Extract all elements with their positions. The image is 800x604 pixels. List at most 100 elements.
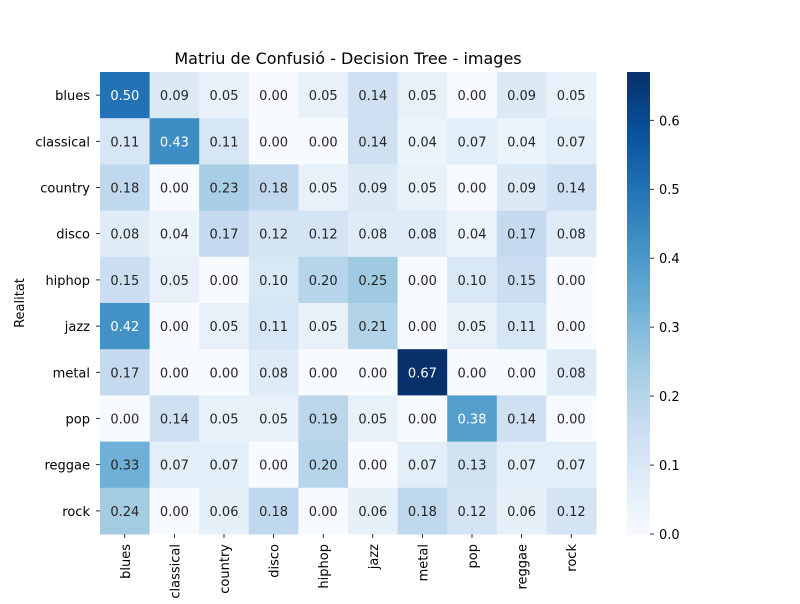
- heatmap-cell: [348, 395, 399, 443]
- colorbar-segment: [627, 303, 650, 308]
- colorbar-segment: [627, 480, 650, 485]
- cell-value-label: 0.10: [259, 274, 288, 289]
- colorbar-segment: [627, 410, 650, 416]
- heatmap-cell: [199, 303, 250, 350]
- colorbar-segment: [627, 518, 650, 524]
- heatmap-cell: [199, 487, 250, 535]
- cell-value-label: 0.05: [408, 182, 437, 197]
- colorbar-segment: [627, 206, 650, 212]
- y-tick-label: reggae: [44, 459, 90, 474]
- heatmap-cell: [100, 210, 151, 258]
- cell-value-label: 0.14: [358, 135, 387, 150]
- cell-value-label: 0.08: [557, 228, 586, 243]
- colorbar-segment: [627, 118, 650, 123]
- colorbar-segment: [627, 122, 650, 127]
- heatmap-cell: [199, 395, 250, 443]
- cell-value-label: 0.15: [110, 274, 139, 289]
- heatmap-cell: [100, 72, 151, 119]
- heatmap-cell: [100, 349, 151, 396]
- cell-value-label: 0.43: [160, 135, 189, 150]
- heatmap-cell: [149, 303, 200, 350]
- colorbar-segment: [627, 453, 650, 458]
- cell-value-label: 0.04: [507, 135, 536, 150]
- heatmap-cell: [546, 303, 597, 350]
- cell-value-label: 0.21: [358, 320, 387, 335]
- colorbar-segment: [627, 226, 650, 231]
- cell-value-label: 0.14: [507, 413, 536, 428]
- heatmap-cell: [149, 256, 200, 304]
- heatmap-cell: [546, 256, 597, 304]
- colorbar-segment: [627, 110, 650, 115]
- colorbar-segment: [627, 341, 650, 346]
- cell-value-label: 0.11: [110, 135, 139, 150]
- heatmap-cell: [199, 164, 250, 212]
- heatmap-cell: [397, 72, 448, 119]
- heatmap-cell: [496, 256, 547, 304]
- y-tick-label: disco: [56, 228, 90, 243]
- cell-value-label: 0.08: [557, 366, 586, 381]
- cell-value-label: 0.13: [458, 459, 487, 474]
- cell-value-label: 0.14: [160, 413, 189, 428]
- colorbar-segment: [627, 295, 650, 300]
- cell-value-label: 0.14: [557, 182, 586, 197]
- cell-value-label: 0.09: [160, 89, 189, 104]
- heatmap-cell: [248, 118, 299, 165]
- colorbar-segment: [627, 360, 650, 366]
- heatmap-cell: [298, 303, 349, 350]
- cell-value-label: 0.25: [358, 274, 387, 289]
- colorbar-segment: [627, 95, 650, 100]
- heatmap-cell: [149, 395, 200, 443]
- colorbar-segment: [627, 514, 650, 520]
- colorbar-segment: [627, 430, 650, 435]
- colorbar-segment: [627, 383, 650, 389]
- heatmap-cell: [397, 118, 448, 165]
- colorbar-segment: [627, 483, 650, 489]
- heatmap-cell: [298, 210, 349, 258]
- heatmap-cell: [546, 441, 597, 489]
- cell-value-label: 0.12: [259, 228, 288, 243]
- cell-value-label: 0.38: [458, 413, 487, 428]
- heatmap-cell: [348, 256, 399, 304]
- colorbar-segment: [627, 403, 650, 408]
- colorbar-segment: [627, 233, 650, 239]
- heatmap-cell: [298, 72, 349, 119]
- colorbar-segment: [627, 491, 650, 497]
- colorbar-segment: [627, 503, 650, 508]
- cell-value-label: 0.19: [309, 413, 338, 428]
- colorbar-segment: [627, 256, 650, 262]
- cell-value-label: 0.23: [210, 182, 239, 197]
- heatmap-cell: [496, 210, 547, 258]
- cell-value-label: 0.20: [309, 459, 338, 474]
- cell-value-label: 0.11: [259, 320, 288, 335]
- colorbar-segment: [627, 279, 650, 285]
- cell-value-label: 0.04: [408, 135, 437, 150]
- colorbar-segment: [627, 98, 650, 104]
- cell-value-label: 0.00: [309, 505, 338, 520]
- colorbar-segment: [627, 329, 650, 335]
- colorbar-segment: [627, 337, 650, 343]
- colorbar-segment: [627, 72, 650, 77]
- colorbar-segment: [627, 75, 650, 81]
- cell-value-label: 0.00: [458, 182, 487, 197]
- cell-value-label: 0.08: [408, 228, 437, 243]
- colorbar-segment: [627, 191, 650, 196]
- x-tick-label: pop: [466, 544, 481, 568]
- cell-value-label: 0.00: [458, 89, 487, 104]
- heatmap-cell: [496, 441, 547, 489]
- heatmap-cell: [447, 441, 498, 489]
- cell-value-label: 0.20: [309, 274, 338, 289]
- colorbar-segment: [627, 152, 650, 158]
- heatmap-cell: [298, 349, 349, 396]
- cell-value-label: 0.11: [507, 320, 536, 335]
- colorbar-segment: [627, 468, 650, 473]
- cell-value-label: 0.09: [507, 182, 536, 197]
- cell-value-label: 0.08: [358, 228, 387, 243]
- colorbar-segment: [627, 245, 650, 250]
- colorbar-tick-label: 0.0: [659, 528, 680, 543]
- heatmap-cell: [199, 349, 250, 396]
- colorbar-segment: [627, 272, 650, 277]
- colorbar-segment: [627, 353, 650, 358]
- y-tick-labels: blues classical country disco hiphop jazz meta…: [35, 89, 100, 520]
- y-tick-label: country: [40, 182, 90, 197]
- heatmap-cell: [199, 210, 250, 258]
